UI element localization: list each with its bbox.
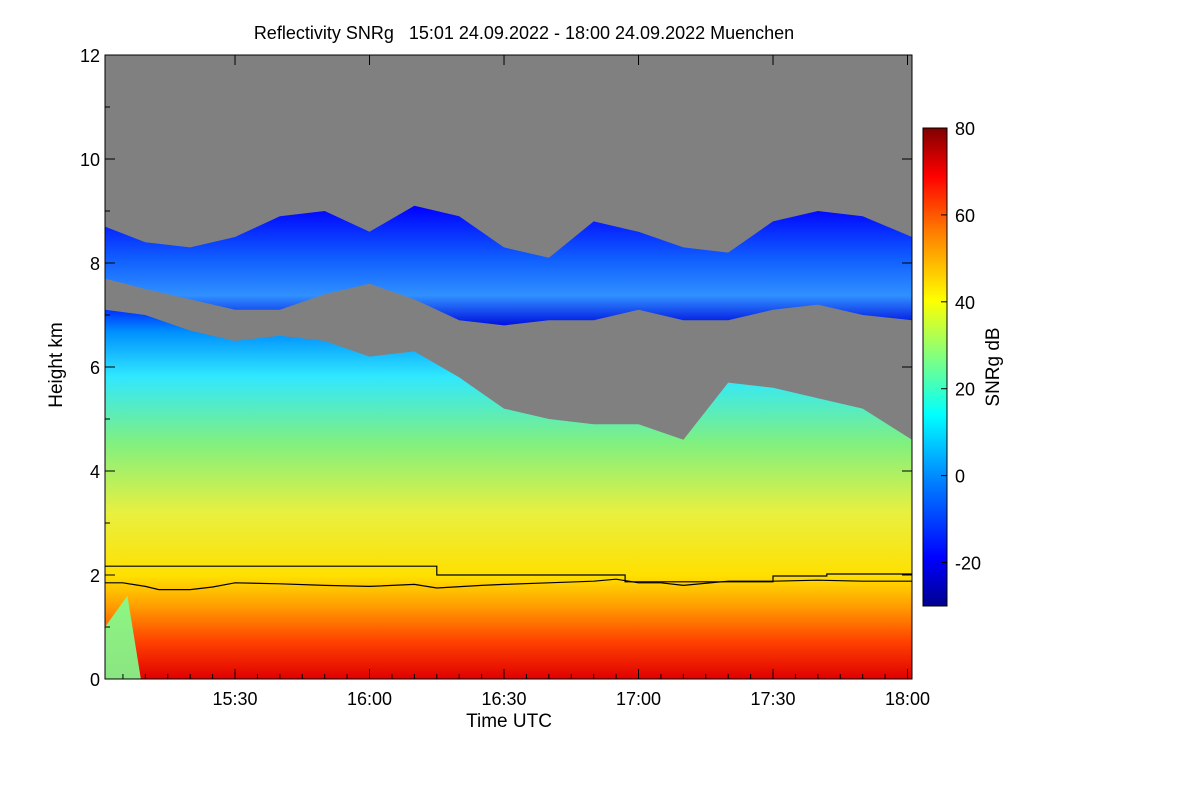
y-tick-label: 10 — [80, 150, 100, 170]
colorbar-tick-label: 20 — [955, 380, 975, 400]
lower-echo-region — [105, 309, 912, 679]
x-tick-label: 15:30 — [212, 689, 257, 709]
colorbar: -20 0 20 40 60 80 — [922, 119, 981, 607]
colorbar-tick-label: 0 — [955, 467, 965, 487]
upper-step-line — [105, 565, 912, 583]
chart-title: Reflectivity SNRg 15:01 24.09.2022 - 18:… — [254, 23, 794, 43]
y-tick-label: 8 — [90, 254, 100, 274]
lower-profile-line — [105, 578, 912, 591]
y-tick-label: 0 — [90, 670, 100, 690]
x-tick-label: 17:00 — [616, 689, 661, 709]
x-axis-label: Time UTC — [466, 711, 552, 732]
x-tick-label: 16:30 — [481, 689, 526, 709]
x-tick-label: 16:00 — [347, 689, 392, 709]
colorbar-gradient — [922, 127, 948, 607]
plot-area — [105, 55, 912, 679]
colorbar-tick-label: 80 — [955, 119, 975, 139]
y-tick-label: 2 — [90, 566, 100, 586]
y-tick-label: 12 — [80, 46, 100, 66]
y-tick-label: 6 — [90, 358, 100, 378]
y-axis: 0 2 4 6 8 10 12 — [80, 46, 912, 690]
upper-cloud-layer — [105, 205, 912, 326]
colorbar-label: SNRg dB — [983, 327, 1004, 406]
clear-gap-start — [105, 595, 141, 679]
y-tick-label: 4 — [90, 462, 100, 482]
x-tick-label: 17:30 — [750, 689, 795, 709]
x-axis: 15:30 16:00 16:30 17:00 17:30 18:00 — [122, 55, 930, 709]
x-tick-label: 18:00 — [885, 689, 930, 709]
colorbar-tick-label: 60 — [955, 206, 975, 226]
colorbar-tick-label: -20 — [955, 554, 981, 574]
y-axis-label: Height km — [46, 322, 67, 408]
colorbar-tick-label: 40 — [955, 293, 975, 313]
